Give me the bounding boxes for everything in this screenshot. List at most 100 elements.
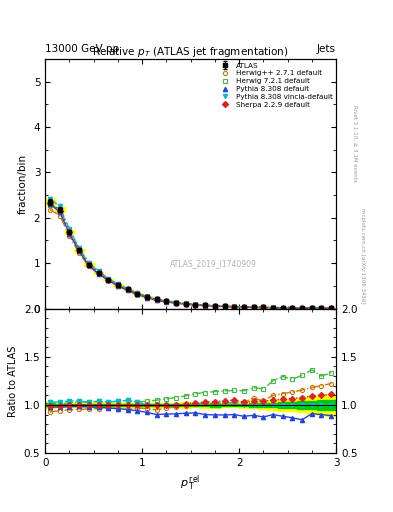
Bar xyxy=(297,397,307,412)
Pythia 8.308 vincia-default xyxy=(125,286,130,292)
Bar xyxy=(123,404,132,406)
Pythia 8.308 vincia-default xyxy=(106,275,110,282)
Herwig 7.2.1 default xyxy=(242,304,246,310)
Pythia 8.308 vincia-default xyxy=(213,303,217,309)
Bar xyxy=(259,401,268,409)
Herwig++ 2.7.1 default xyxy=(145,294,149,300)
Herwig++ 2.7.1 default xyxy=(213,303,217,309)
Sherpa 2.2.9 default xyxy=(67,229,72,236)
Herwig++ 2.7.1 default xyxy=(184,301,188,307)
Sherpa 2.2.9 default xyxy=(145,294,149,300)
Herwig++ 2.7.1 default xyxy=(232,304,237,310)
Sherpa 2.2.9 default xyxy=(222,303,227,309)
Bar xyxy=(191,404,200,406)
Pythia 8.308 vincia-default xyxy=(86,260,91,266)
Text: Rivet 3.1.10, ≥ 3.1M events: Rivet 3.1.10, ≥ 3.1M events xyxy=(352,105,357,182)
Line: Herwig++ 2.7.1 default: Herwig++ 2.7.1 default xyxy=(48,207,333,310)
Pythia 8.308 default xyxy=(135,291,140,297)
Herwig++ 2.7.1 default xyxy=(290,305,295,311)
Pythia 8.308 vincia-default xyxy=(96,268,101,274)
Pythia 8.308 vincia-default xyxy=(164,298,169,304)
Sherpa 2.2.9 default xyxy=(213,303,217,309)
Herwig++ 2.7.1 default xyxy=(57,212,62,219)
Sherpa 2.2.9 default xyxy=(271,305,275,311)
X-axis label: $p_\mathrm{\,T}^{\,\mathrm{rel}}$: $p_\mathrm{\,T}^{\,\mathrm{rel}}$ xyxy=(180,474,201,493)
Pythia 8.308 vincia-default xyxy=(135,290,140,296)
Sherpa 2.2.9 default xyxy=(329,305,334,311)
Sherpa 2.2.9 default xyxy=(154,296,159,303)
Pythia 8.308 vincia-default xyxy=(174,300,178,306)
Bar xyxy=(200,403,210,407)
Herwig++ 2.7.1 default xyxy=(242,304,246,310)
Herwig 7.2.1 default xyxy=(116,281,120,287)
Bar xyxy=(45,199,55,205)
Pythia 8.308 default xyxy=(329,305,334,311)
Herwig 7.2.1 default xyxy=(261,304,266,310)
Sherpa 2.2.9 default xyxy=(116,282,120,288)
Bar xyxy=(191,402,200,407)
Herwig++ 2.7.1 default xyxy=(174,300,178,306)
Bar xyxy=(123,289,132,290)
Text: mcplots.cern.ch [arXiv:1306.3436]: mcplots.cern.ch [arXiv:1306.3436] xyxy=(360,208,365,304)
Herwig++ 2.7.1 default xyxy=(77,250,81,256)
Bar xyxy=(268,402,278,408)
Bar xyxy=(142,404,152,406)
Pythia 8.308 default xyxy=(184,301,188,307)
Bar xyxy=(123,402,132,407)
Pythia 8.308 vincia-default xyxy=(251,304,256,310)
Herwig++ 2.7.1 default xyxy=(203,302,208,308)
Pythia 8.308 default xyxy=(271,305,275,311)
Bar xyxy=(307,400,317,409)
Bar xyxy=(103,279,113,280)
Sherpa 2.2.9 default xyxy=(242,304,246,310)
Sherpa 2.2.9 default xyxy=(309,305,314,311)
Bar xyxy=(171,404,181,406)
Herwig 7.2.1 default xyxy=(135,290,140,296)
Sherpa 2.2.9 default xyxy=(251,304,256,310)
Bar xyxy=(230,402,239,408)
Bar xyxy=(278,399,288,411)
Herwig 7.2.1 default xyxy=(96,268,101,274)
Sherpa 2.2.9 default xyxy=(203,302,208,308)
Herwig 7.2.1 default xyxy=(174,299,178,305)
Pythia 8.308 vincia-default xyxy=(222,303,227,309)
Bar xyxy=(249,401,259,409)
Pythia 8.308 default xyxy=(57,209,62,215)
Herwig++ 2.7.1 default xyxy=(86,263,91,269)
Pythia 8.308 vincia-default xyxy=(145,294,149,300)
Herwig 7.2.1 default xyxy=(290,305,295,311)
Herwig++ 2.7.1 default xyxy=(154,297,159,303)
Herwig++ 2.7.1 default xyxy=(193,302,198,308)
Bar xyxy=(220,403,230,407)
Bar xyxy=(239,402,249,408)
Bar xyxy=(94,402,103,408)
Text: Jets: Jets xyxy=(317,44,336,54)
Pythia 8.308 default xyxy=(222,304,227,310)
Herwig 7.2.1 default xyxy=(184,300,188,306)
Herwig 7.2.1 default xyxy=(213,303,217,309)
Pythia 8.308 vincia-default xyxy=(242,304,246,310)
Bar xyxy=(103,404,113,406)
Bar xyxy=(64,402,74,407)
Bar xyxy=(200,402,210,408)
Line: Sherpa 2.2.9 default: Sherpa 2.2.9 default xyxy=(48,201,333,310)
Pythia 8.308 vincia-default xyxy=(48,196,52,202)
Bar xyxy=(288,402,297,408)
Bar xyxy=(210,401,220,408)
Bar xyxy=(113,402,123,408)
Sherpa 2.2.9 default xyxy=(174,300,178,306)
Herwig 7.2.1 default xyxy=(125,286,130,292)
Pythia 8.308 default xyxy=(106,278,110,284)
Pythia 8.308 default xyxy=(280,305,285,311)
Line: Pythia 8.308 default: Pythia 8.308 default xyxy=(48,202,333,310)
Sherpa 2.2.9 default xyxy=(280,305,285,311)
Bar xyxy=(239,403,249,407)
Line: Herwig 7.2.1 default: Herwig 7.2.1 default xyxy=(48,203,333,310)
Pythia 8.308 vincia-default xyxy=(57,203,62,209)
Pythia 8.308 default xyxy=(251,304,256,310)
Herwig++ 2.7.1 default xyxy=(67,233,72,239)
Herwig 7.2.1 default xyxy=(48,202,52,208)
Herwig 7.2.1 default xyxy=(86,260,91,266)
Bar xyxy=(55,404,64,406)
Pythia 8.308 default xyxy=(290,305,295,311)
